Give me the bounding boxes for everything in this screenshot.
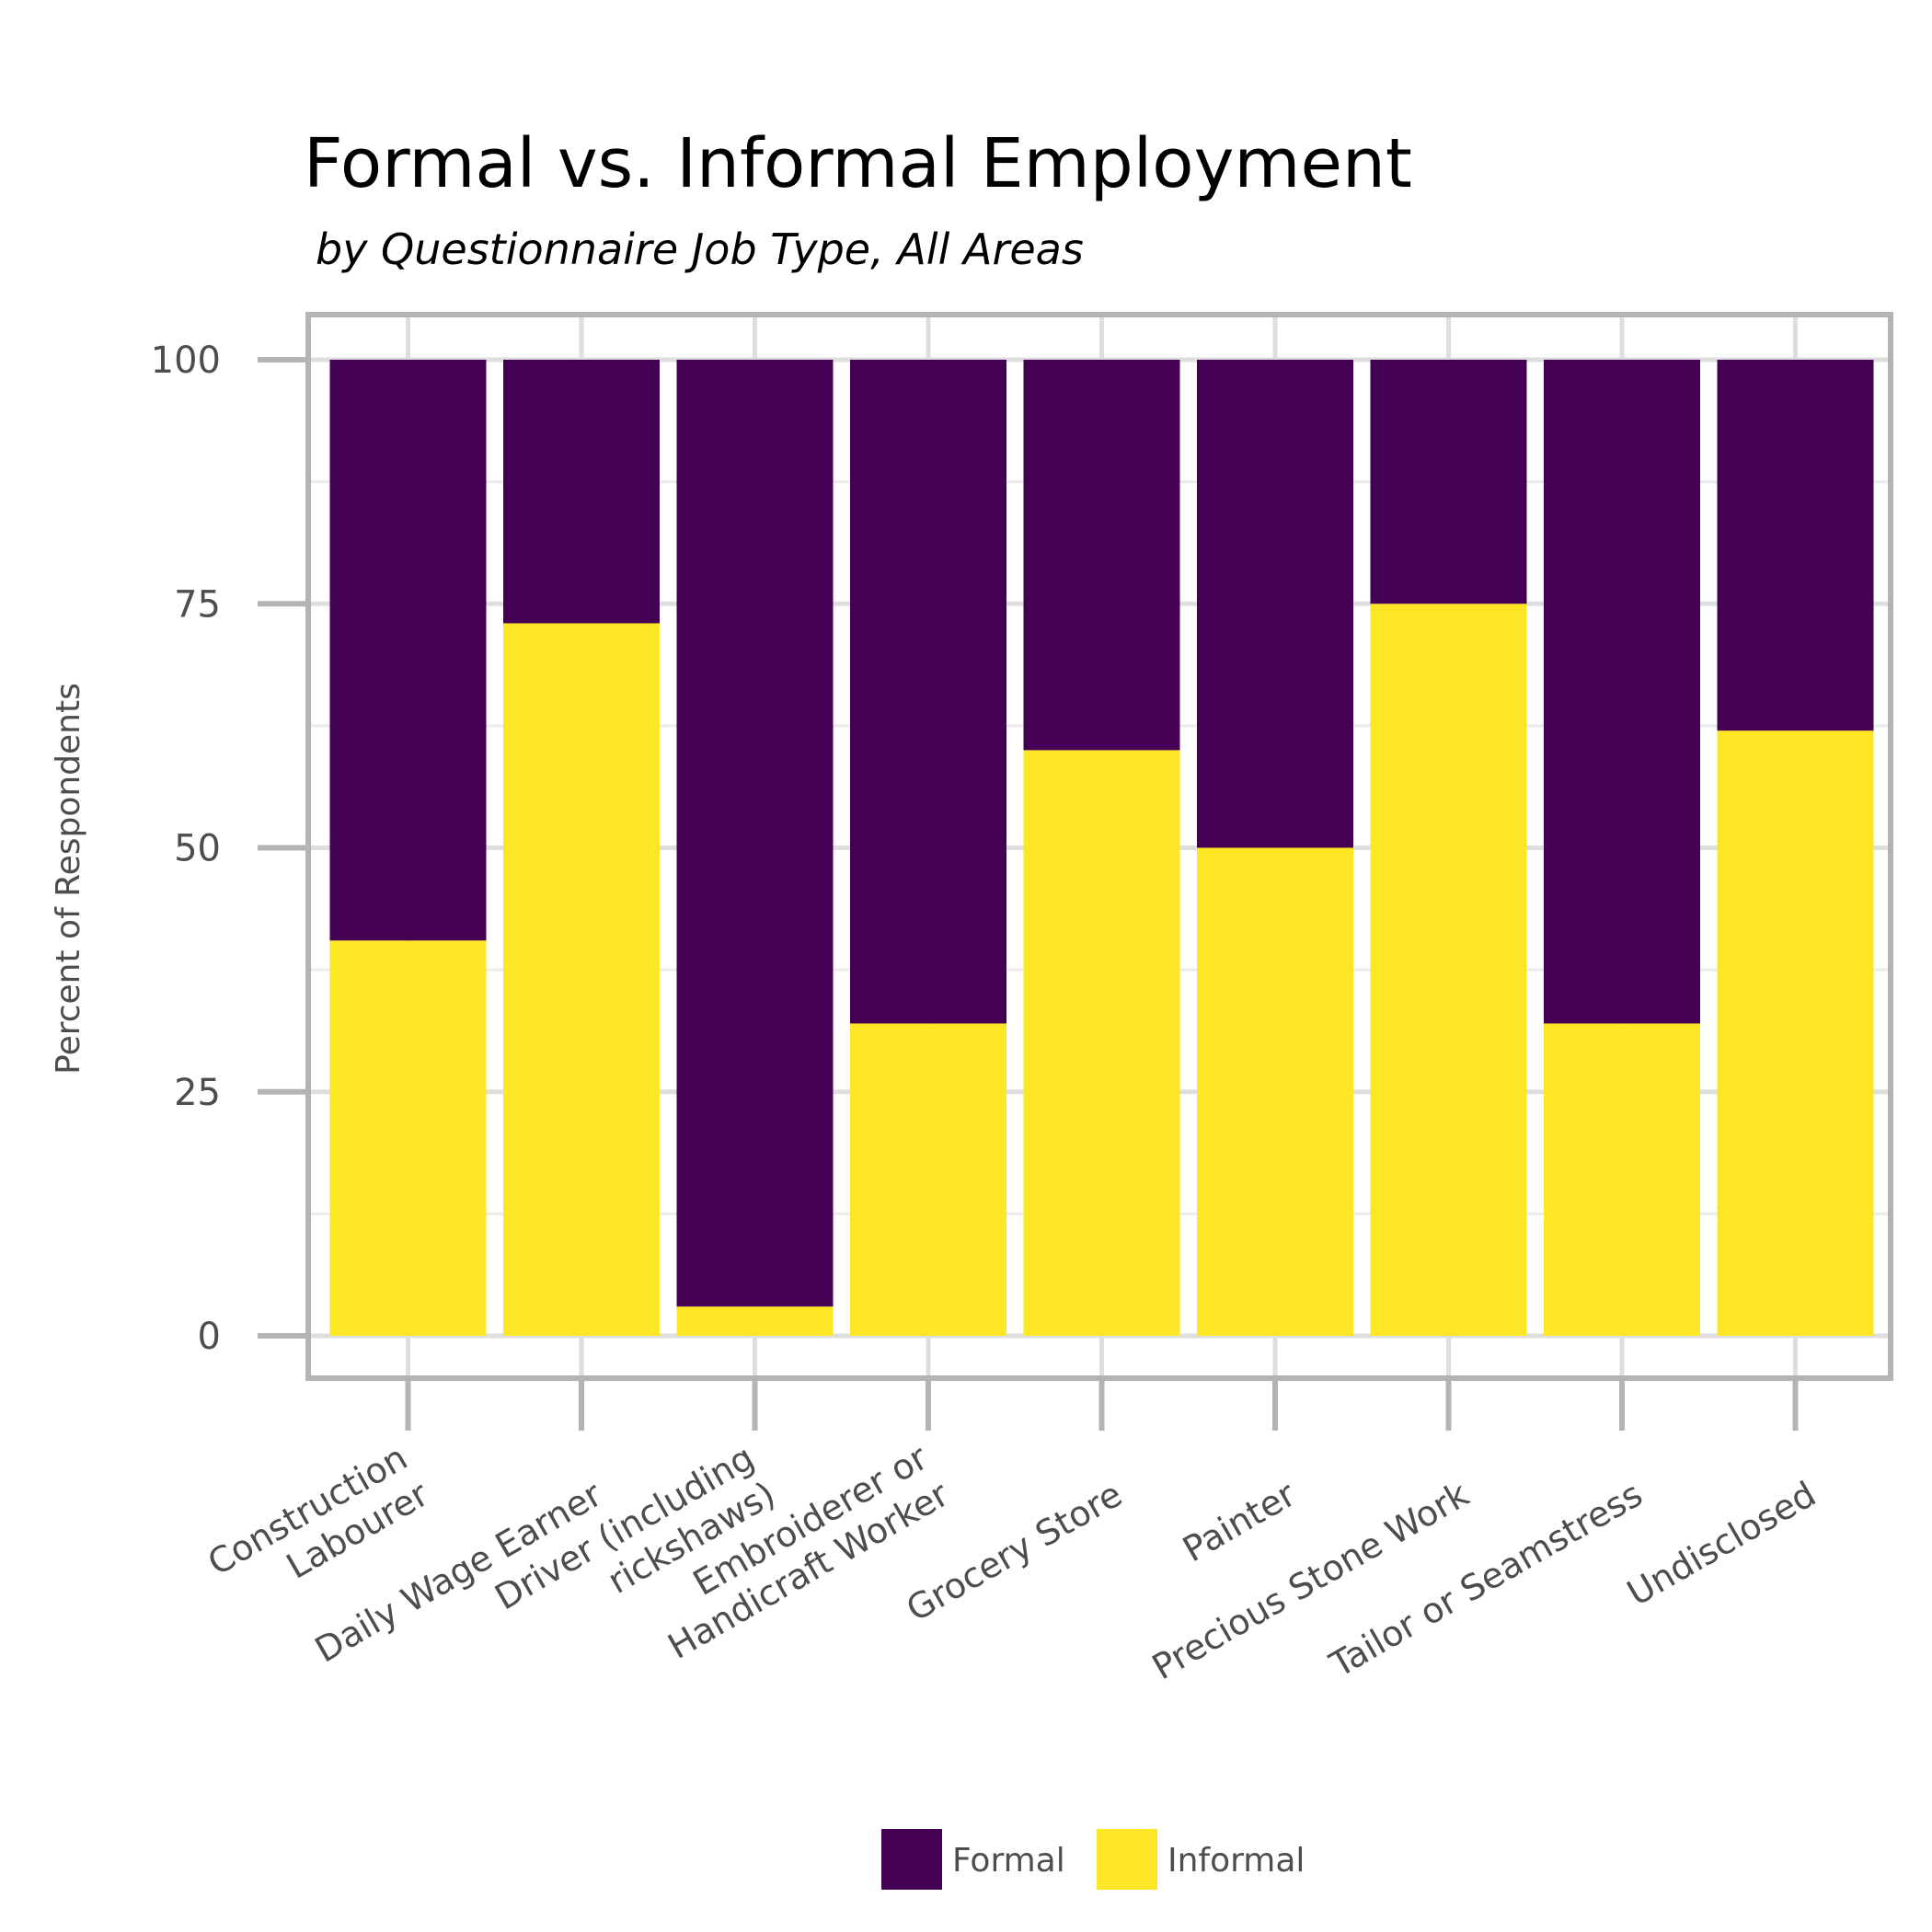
legend-swatch-informal (1097, 1829, 1157, 1890)
y-tick-label: 0 (198, 1316, 221, 1358)
x-tick-label-line: Tailor or Seamstress (1323, 1474, 1650, 1685)
bar-segment-informal (503, 623, 660, 1336)
bar-segment-informal (1370, 604, 1527, 1336)
y-tick-label: 75 (174, 583, 221, 626)
y-axis-title: Percent of Respondents (50, 683, 87, 1075)
y-tick-label: 100 (151, 339, 221, 382)
chart-subtitle: by Questionnaire Job Type, All Areas (316, 224, 1084, 274)
bar-segment-formal (1023, 360, 1180, 751)
bar-segment-formal (850, 360, 1006, 1024)
bar-segment-formal (1717, 360, 1874, 731)
bar-segment-informal (1544, 1023, 1700, 1336)
bar-segment-formal (1370, 360, 1527, 604)
x-tick-label-line: Precious Stone Work (1145, 1474, 1476, 1688)
y-tick-label: 50 (174, 828, 221, 870)
y-tick-label: 25 (174, 1072, 221, 1114)
bar-segment-formal (503, 360, 660, 624)
bar-segment-informal (676, 1306, 834, 1336)
bar-segment-informal (850, 1023, 1006, 1336)
bar-segment-informal (1023, 750, 1180, 1336)
x-tick-label: Precious Stone Work (1145, 1474, 1476, 1688)
legend-label: Formal (952, 1842, 1065, 1880)
bar-segment-informal (329, 940, 487, 1336)
chart-title: Formal vs. Informal Employment (304, 124, 1412, 203)
x-tick-label-line: Painter (1176, 1474, 1303, 1570)
x-tick-label: Tailor or Seamstress (1323, 1474, 1650, 1685)
bar-segment-formal (329, 360, 487, 941)
x-tick-label-line: Undisclosed (1620, 1474, 1823, 1614)
legend-swatch-formal (881, 1829, 942, 1890)
x-tick-label: Painter (1176, 1474, 1303, 1570)
bar-segment-formal (1544, 360, 1700, 1024)
legend-label: Informal (1167, 1842, 1305, 1880)
bar-segment-informal (1717, 730, 1874, 1336)
legend: Formal Informal (881, 1829, 1305, 1890)
bar-segment-informal (1197, 847, 1353, 1336)
bar-segment-formal (676, 360, 834, 1307)
bar-segment-formal (1197, 360, 1353, 848)
x-tick-label: Undisclosed (1620, 1474, 1823, 1614)
